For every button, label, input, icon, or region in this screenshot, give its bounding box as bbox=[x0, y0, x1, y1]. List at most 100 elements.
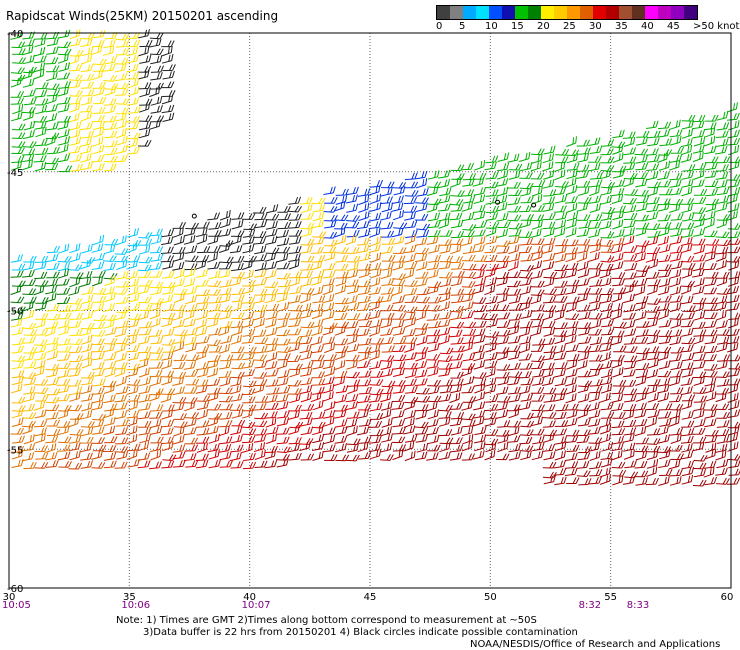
wind-barb bbox=[103, 416, 116, 427]
wind-barb bbox=[680, 435, 694, 444]
page-title: Rapidscat Winds(25KM) 20150201 ascending bbox=[6, 9, 279, 23]
wind-barb bbox=[242, 328, 256, 337]
wind-barb bbox=[160, 436, 174, 445]
wind-barb bbox=[369, 227, 381, 238]
wind-barb bbox=[11, 345, 24, 354]
wind-barb bbox=[45, 442, 57, 453]
wind-barb bbox=[589, 354, 603, 362]
wind-barb bbox=[56, 393, 71, 402]
wind-barb bbox=[565, 184, 578, 195]
wind-barb bbox=[693, 402, 706, 412]
wind-barb bbox=[657, 285, 670, 296]
wind-barb bbox=[623, 212, 638, 220]
wind-barb bbox=[622, 379, 637, 387]
wind-barb bbox=[242, 428, 257, 436]
wind-barb bbox=[461, 363, 476, 370]
wind-barb bbox=[634, 148, 649, 156]
wind-barb bbox=[219, 360, 232, 370]
wind-barb bbox=[242, 396, 256, 404]
wind-barb bbox=[427, 170, 440, 180]
wind-barb bbox=[185, 294, 198, 305]
wind-barb bbox=[624, 360, 637, 370]
wind-barb bbox=[334, 338, 349, 346]
wind-barb bbox=[149, 32, 164, 40]
wind-barb bbox=[162, 286, 175, 295]
wind-barb bbox=[299, 270, 313, 279]
wind-barb bbox=[288, 253, 301, 262]
legend-swatch-8 bbox=[541, 6, 554, 19]
wind-barb bbox=[497, 152, 510, 162]
wind-barb bbox=[473, 255, 488, 262]
wind-barb bbox=[497, 376, 510, 386]
wind-barb bbox=[553, 205, 567, 213]
wind-barb bbox=[207, 391, 219, 402]
wind-barb bbox=[34, 261, 47, 271]
wind-barb bbox=[219, 217, 232, 229]
wind-barb bbox=[116, 320, 129, 329]
wind-barb bbox=[208, 230, 222, 237]
wind-barb bbox=[715, 467, 728, 476]
wind-barb bbox=[485, 342, 497, 353]
wind-barb bbox=[102, 445, 117, 452]
wind-barb bbox=[450, 190, 465, 197]
wind-barb bbox=[150, 425, 163, 435]
wind-barb bbox=[219, 451, 232, 461]
wind-barb bbox=[703, 320, 717, 329]
wind-barb bbox=[172, 385, 185, 396]
wind-barb bbox=[183, 318, 197, 328]
wind-barb bbox=[230, 234, 242, 245]
wind-barb bbox=[450, 371, 464, 379]
wind-barb bbox=[427, 198, 442, 206]
wind-barb bbox=[185, 327, 198, 336]
wind-barb bbox=[612, 287, 627, 295]
wind-barb bbox=[115, 352, 127, 362]
wind-barb bbox=[161, 228, 174, 238]
wind-barb bbox=[520, 264, 535, 272]
wind-barb bbox=[554, 322, 568, 330]
wind-barb bbox=[532, 377, 545, 386]
wind-barb bbox=[91, 419, 105, 428]
wind-barb bbox=[195, 259, 207, 270]
wind-barb bbox=[127, 239, 142, 247]
wind-barb bbox=[670, 260, 683, 270]
wind-barb bbox=[45, 396, 60, 404]
wind-barb bbox=[11, 408, 24, 419]
wind-barb bbox=[139, 121, 152, 131]
wind-barb bbox=[219, 310, 232, 320]
wind-barb bbox=[496, 312, 511, 320]
wind-barb bbox=[589, 171, 603, 180]
wind-barb bbox=[206, 339, 221, 347]
wind-barb bbox=[657, 370, 672, 378]
wind-barb bbox=[104, 238, 119, 246]
wind-barb bbox=[415, 197, 430, 204]
wind-barb bbox=[58, 165, 73, 173]
wind-barb bbox=[403, 253, 416, 263]
wind-barb bbox=[219, 460, 233, 468]
wind-barb bbox=[58, 304, 72, 313]
wind-barb bbox=[600, 156, 615, 164]
wind-barb bbox=[184, 336, 197, 346]
wind-barb bbox=[58, 136, 70, 146]
wind-barb bbox=[207, 234, 219, 245]
wind-barb bbox=[657, 425, 669, 436]
wind-barb bbox=[219, 287, 232, 296]
wind-barb bbox=[115, 33, 130, 41]
wind-barb bbox=[519, 335, 532, 345]
legend-swatch-2 bbox=[463, 6, 476, 19]
wind-barb bbox=[543, 345, 557, 354]
wind-barb bbox=[79, 277, 92, 288]
x-tick-label: 35 bbox=[123, 592, 136, 603]
wind-barb bbox=[426, 360, 440, 369]
wind-barb bbox=[58, 62, 70, 72]
wind-barb bbox=[265, 327, 278, 337]
wind-barb bbox=[91, 44, 103, 56]
wind-barb bbox=[704, 418, 717, 428]
wind-barb bbox=[206, 317, 219, 328]
wind-barb bbox=[357, 426, 370, 436]
wind-barb bbox=[518, 231, 533, 238]
wind-barb bbox=[149, 461, 162, 470]
wind-barb bbox=[243, 223, 258, 231]
wind-barb bbox=[138, 426, 152, 436]
wind-barb bbox=[149, 281, 164, 289]
wind-barb bbox=[11, 132, 26, 140]
